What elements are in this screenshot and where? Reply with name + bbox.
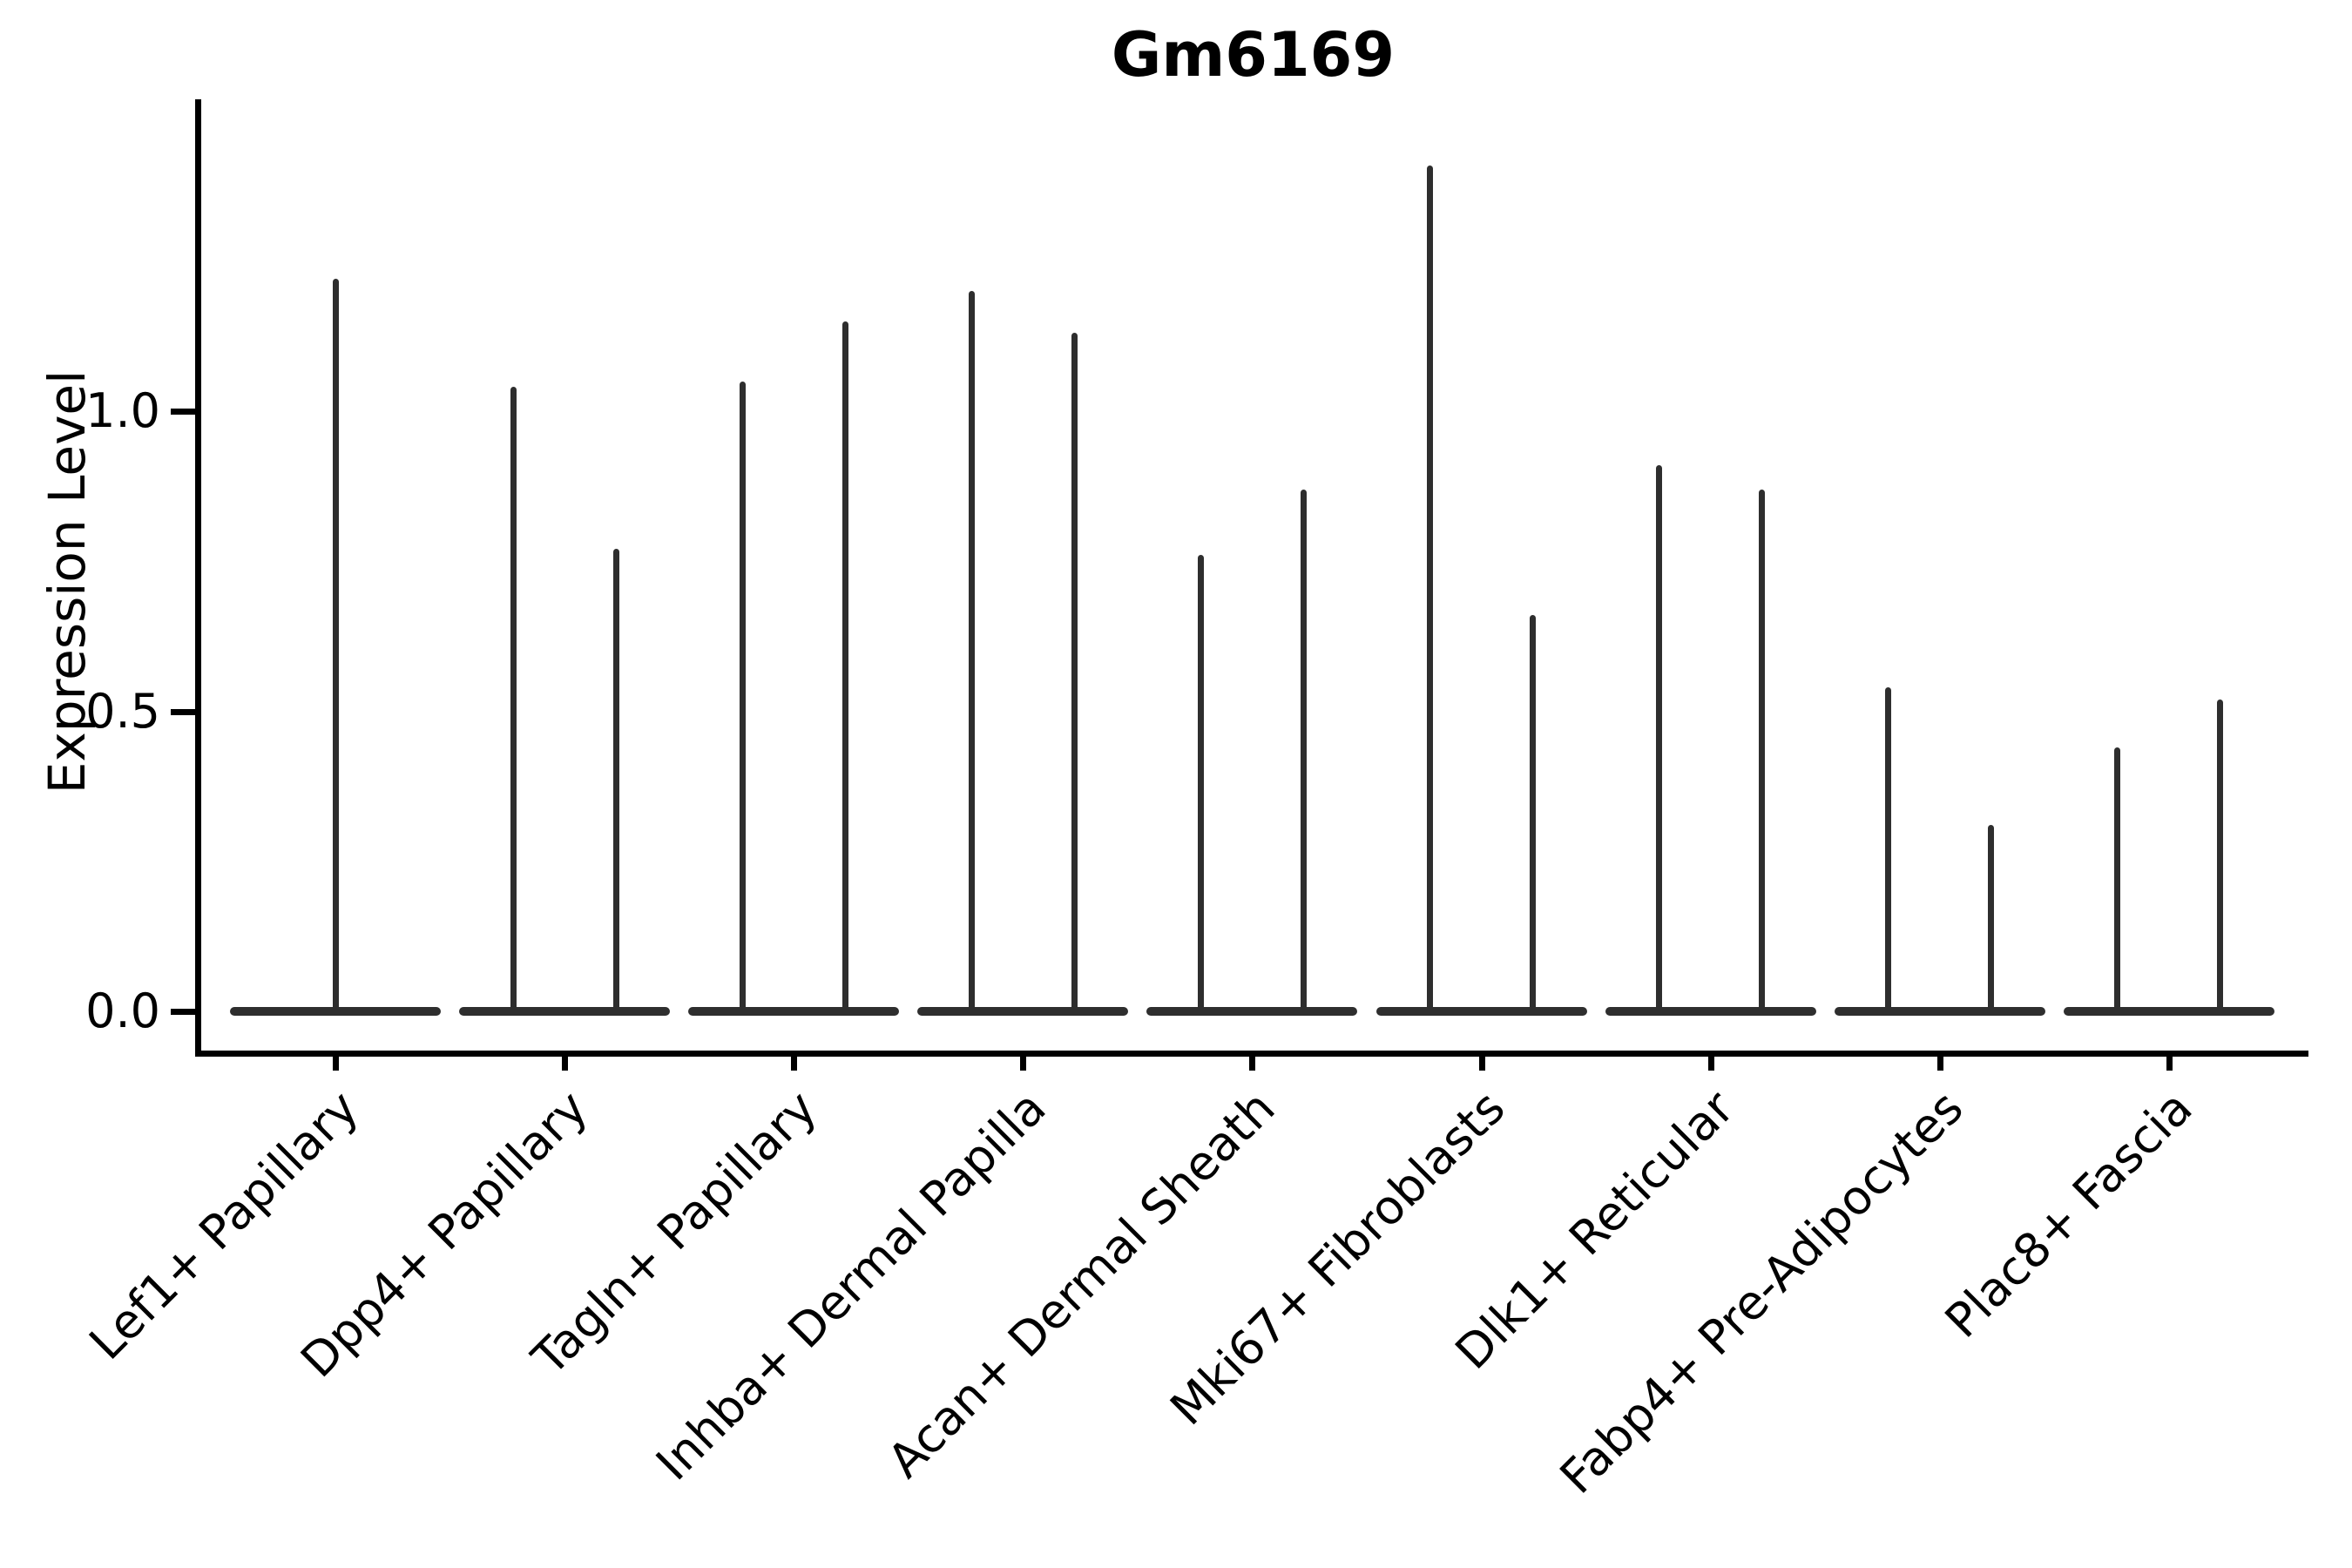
violin-base xyxy=(917,1007,1129,1016)
violin-spike xyxy=(1885,686,1892,1011)
violin-base xyxy=(1834,1007,2045,1016)
violin-base xyxy=(2063,1007,2274,1016)
x-tick-mark xyxy=(333,1057,339,1071)
violin-base xyxy=(230,1007,441,1016)
x-axis-spine xyxy=(195,1051,2308,1057)
violin-spike xyxy=(1759,489,1766,1011)
violin-spike xyxy=(1656,465,1663,1011)
x-tick-mark xyxy=(1020,1057,1027,1071)
violin-base xyxy=(1375,1007,1587,1016)
x-tick-label: Inhba+ Dermal Papilla xyxy=(645,1080,1057,1491)
y-axis-spine xyxy=(195,99,201,1057)
x-tick-mark xyxy=(1936,1057,1943,1071)
violin-spike xyxy=(1988,825,1995,1011)
x-tick-mark xyxy=(1478,1057,1485,1071)
y-tick-label: 0.0 xyxy=(85,983,160,1038)
y-tick-label: 1.0 xyxy=(85,383,160,438)
violin-spike xyxy=(841,321,848,1011)
violin-spike xyxy=(2217,699,2224,1011)
y-tick-mark xyxy=(171,409,195,415)
violin-spike xyxy=(332,279,339,1011)
violin-spike xyxy=(1530,615,1536,1011)
violin-spike xyxy=(612,549,619,1011)
x-tick-label: Fabp4+ Pre-Adipocytes xyxy=(1549,1080,1974,1504)
y-tick-label: 0.5 xyxy=(85,683,160,739)
violin-base xyxy=(688,1007,900,1016)
x-tick-mark xyxy=(1707,1057,1714,1071)
violin-spike xyxy=(1071,333,1078,1011)
violin-spike xyxy=(968,291,975,1011)
violin-base xyxy=(1605,1007,1816,1016)
x-tick-mark xyxy=(791,1057,798,1071)
y-axis-label: Expression Level xyxy=(37,369,97,794)
y-tick-mark xyxy=(171,708,195,715)
y-tick-mark xyxy=(171,1009,195,1015)
violin-spike xyxy=(1427,165,1433,1011)
violin-base xyxy=(1146,1007,1358,1016)
violin-base xyxy=(459,1007,671,1016)
violin-spike xyxy=(1197,555,1204,1011)
violin-spike xyxy=(739,381,746,1011)
x-tick-mark xyxy=(562,1057,569,1071)
x-tick-mark xyxy=(2166,1057,2173,1071)
x-tick-label: Acan+ Dermal Sheath xyxy=(877,1080,1286,1489)
x-tick-mark xyxy=(1249,1057,1256,1071)
chart-title: Gm6169 xyxy=(1111,19,1396,91)
violin-spike xyxy=(510,387,517,1011)
x-tick-label: Plac8+ Fascia xyxy=(1934,1080,2203,1348)
violin-spike xyxy=(1300,489,1307,1011)
violin-spike xyxy=(2114,747,2121,1011)
